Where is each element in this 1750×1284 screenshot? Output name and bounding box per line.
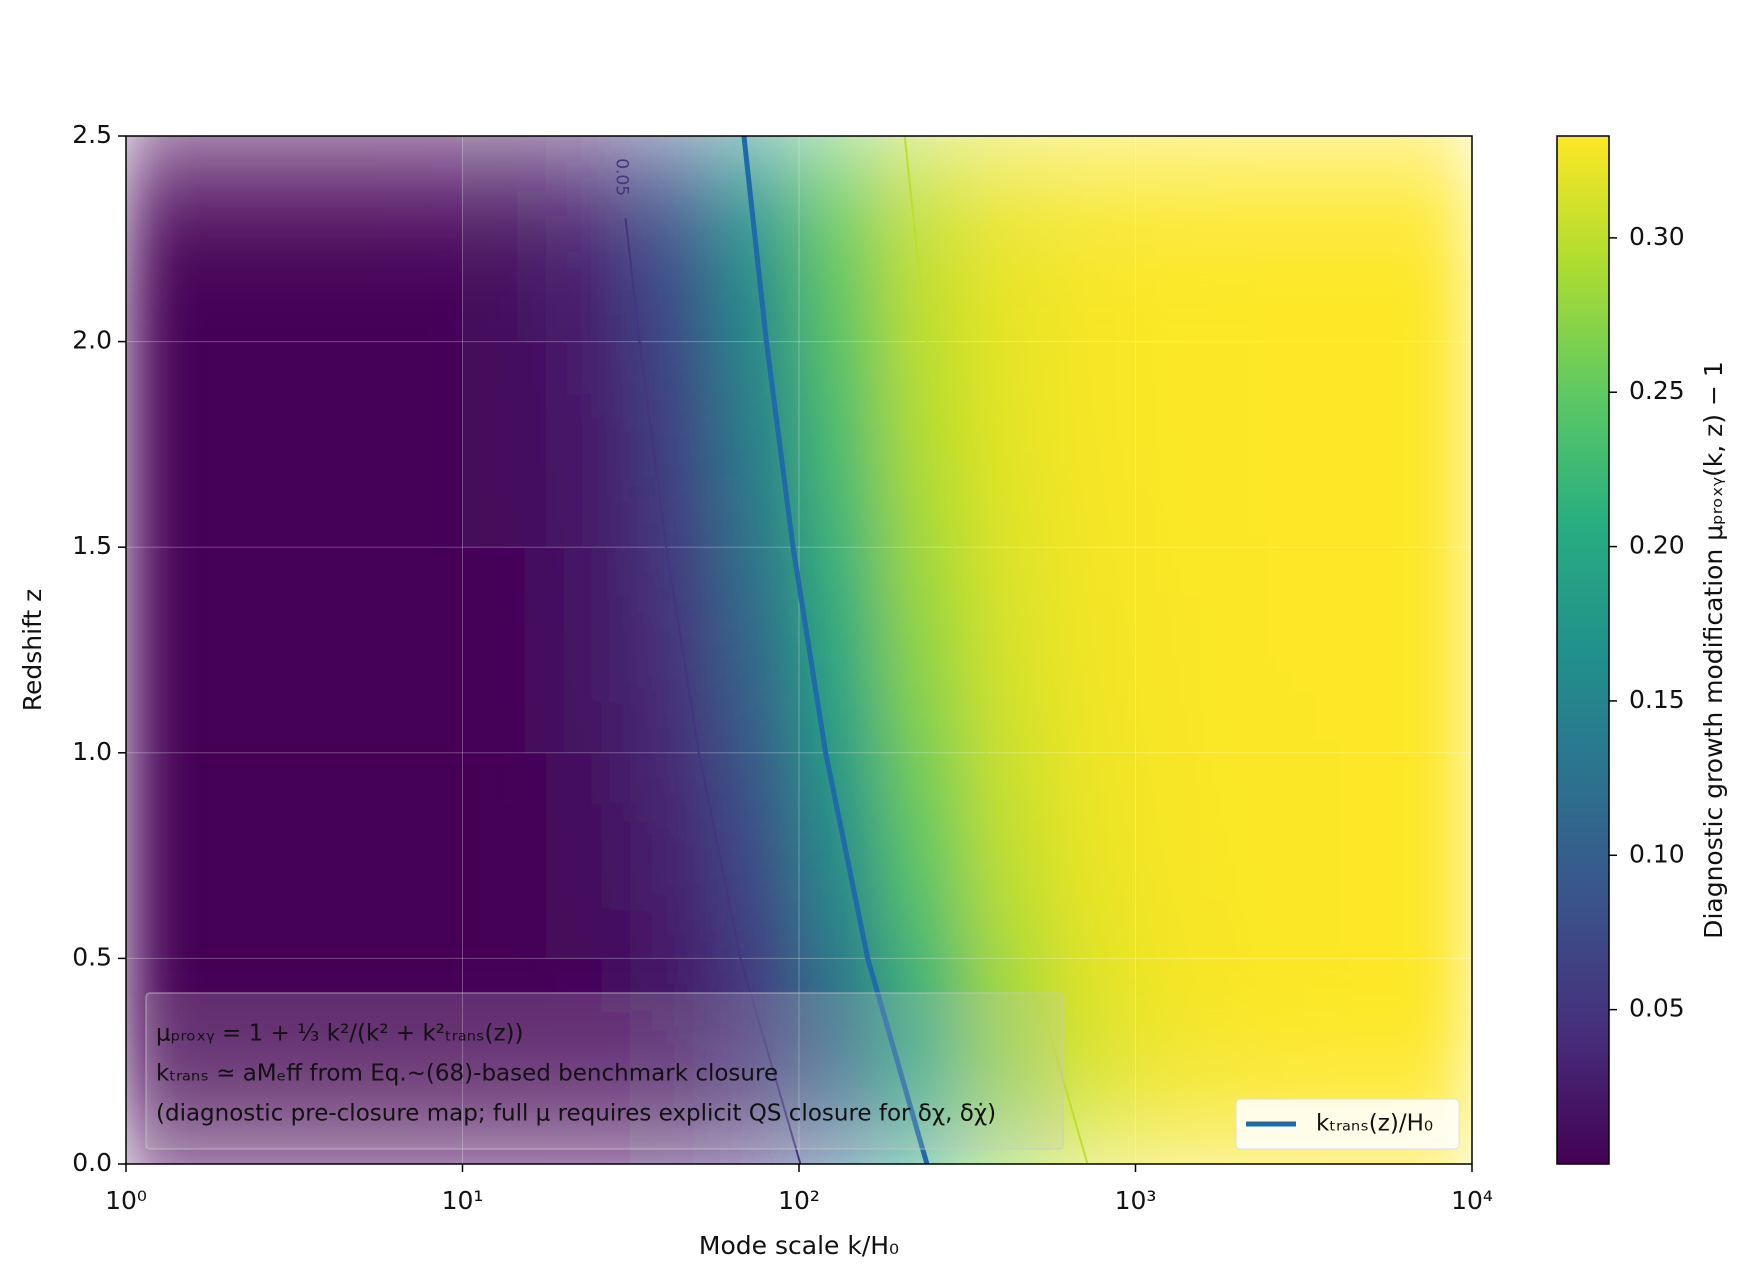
contour-label: 0.30 xyxy=(927,405,947,443)
y-axis-label: Redshift z xyxy=(18,589,47,712)
y-tick-label: 2.5 xyxy=(72,120,112,149)
contour-label: 0.05 xyxy=(611,158,631,196)
heatmap-cell xyxy=(126,752,211,959)
y-tick-label: 1.0 xyxy=(72,737,112,766)
heatmap-cell xyxy=(798,546,884,754)
x-tick-label: 10² xyxy=(778,1186,820,1215)
heatmap-cell xyxy=(798,136,884,343)
heatmap-cell xyxy=(882,752,968,959)
heatmap-cell xyxy=(1219,341,1305,548)
heatmap-cell xyxy=(461,752,547,959)
heatmap-cell xyxy=(882,136,968,343)
colorbar-tick-label: 0.20 xyxy=(1629,531,1685,560)
x-axis-label: Mode scale k/H₀ xyxy=(699,1231,899,1260)
heatmap-cell xyxy=(377,752,463,959)
heatmap-cell xyxy=(209,136,295,343)
heatmap-cell xyxy=(1135,136,1221,343)
heatmap-cell xyxy=(209,752,295,959)
heatmap-cell xyxy=(377,546,463,754)
contour-line xyxy=(903,136,1089,1164)
heatmap-cell xyxy=(714,341,800,548)
heatmap-cell xyxy=(798,752,884,959)
heatmap-cell xyxy=(1050,957,1137,1164)
y-tick-label: 0.0 xyxy=(72,1148,112,1177)
colorbar xyxy=(1556,135,1610,1165)
heatmap-cell xyxy=(714,752,800,959)
colorbar-tick-label: 0.05 xyxy=(1629,994,1685,1023)
heatmap-cell xyxy=(1219,752,1305,959)
x-tick-label: 10⁰ xyxy=(105,1186,147,1215)
heatmap-cell xyxy=(1135,957,1221,1164)
heatmap-cell xyxy=(630,136,716,343)
plot-area: 0.05 0.30 xyxy=(126,136,1472,1164)
colorbar-label: Diagnostic growth modification μₚᵣₒₓᵧ(k,… xyxy=(1699,361,1728,939)
heatmap-cell xyxy=(714,546,800,754)
heatmap xyxy=(126,136,1472,1164)
heatmap-cell xyxy=(1387,752,1472,959)
heatmap-cell xyxy=(1135,546,1221,754)
x-tick-label: 10³ xyxy=(1115,1186,1157,1215)
heatmap-cell xyxy=(966,752,1052,959)
heatmap-cell xyxy=(1303,136,1389,343)
heatmap-cell xyxy=(126,136,211,343)
heatmap-cell xyxy=(798,341,884,548)
heatmap-cell xyxy=(1387,341,1472,548)
heatmap-cell xyxy=(1050,136,1137,343)
colorbar-tick-label: 0.10 xyxy=(1629,839,1685,868)
heatmap-cell xyxy=(1135,752,1221,959)
heatmap-cell xyxy=(209,546,295,754)
y-tick-label: 1.5 xyxy=(72,531,112,560)
heatmap-cell xyxy=(966,546,1052,754)
heatmap-cell xyxy=(882,546,968,754)
heatmap-cell xyxy=(966,341,1052,548)
heatmap-cell xyxy=(461,341,547,548)
heatmap-cell xyxy=(126,341,211,548)
y-tick-label: 2.0 xyxy=(72,326,112,355)
heatmap-cell xyxy=(1135,341,1221,548)
colorbar-tick-label: 0.25 xyxy=(1629,376,1685,405)
annotation-text: (diagnostic pre-closure map; full μ requ… xyxy=(156,1101,996,1127)
heatmap-cell xyxy=(1303,752,1389,959)
heatmap-cell xyxy=(461,546,547,754)
heatmap-cell xyxy=(1219,136,1305,343)
heatmap-cell xyxy=(209,341,295,548)
heatmap-cell xyxy=(293,546,379,754)
heatmap-cell xyxy=(966,136,1052,343)
annotation-text: μₚᵣₒₓᵧ = 1 + ⅓ k²/(k² + k²ₜᵣₐₙₛ(z)) xyxy=(156,1021,523,1047)
heatmap-cell xyxy=(377,341,463,548)
colorbar-tick-label: 0.15 xyxy=(1629,685,1685,714)
legend-label: kₜᵣₐₙₛ(z)/H₀ xyxy=(1316,1111,1433,1137)
y-tick-label: 0.5 xyxy=(72,942,112,971)
heatmap-cell xyxy=(882,341,968,548)
heatmap-cell xyxy=(630,546,716,754)
heatmap-cell xyxy=(461,136,547,343)
heatmap-cell xyxy=(1050,546,1137,754)
colorbar-tick-label: 0.30 xyxy=(1629,222,1685,251)
heatmap-cell xyxy=(1303,546,1389,754)
legend-box xyxy=(1235,1098,1460,1150)
heatmap-cell xyxy=(1387,136,1472,343)
heatmap-cell xyxy=(126,546,211,754)
heatmap-cell xyxy=(545,546,632,754)
heatmap-cell xyxy=(293,341,379,548)
heatmap-cell xyxy=(1387,546,1472,754)
annotation-box xyxy=(145,992,1064,1150)
heatmap-cell xyxy=(545,752,632,959)
heatmap-cell xyxy=(1219,546,1305,754)
heatmap-cell xyxy=(1050,341,1137,548)
annotation-text: kₜᵣₐₙₛ ≃ aMₑff from Eq.~(68)-based bench… xyxy=(156,1061,778,1087)
heatmap-cell xyxy=(545,136,632,343)
heatmap-cell xyxy=(1303,341,1389,548)
heatmap-cell xyxy=(1050,752,1137,959)
x-tick-label: 10¹ xyxy=(442,1186,484,1215)
heatmap-cell xyxy=(630,752,716,959)
heatmap-cell xyxy=(377,136,463,343)
heatmap-cell xyxy=(293,752,379,959)
heatmap-cell xyxy=(293,136,379,343)
x-tick-label: 10⁴ xyxy=(1451,1186,1493,1215)
heatmap-cell xyxy=(545,341,632,548)
